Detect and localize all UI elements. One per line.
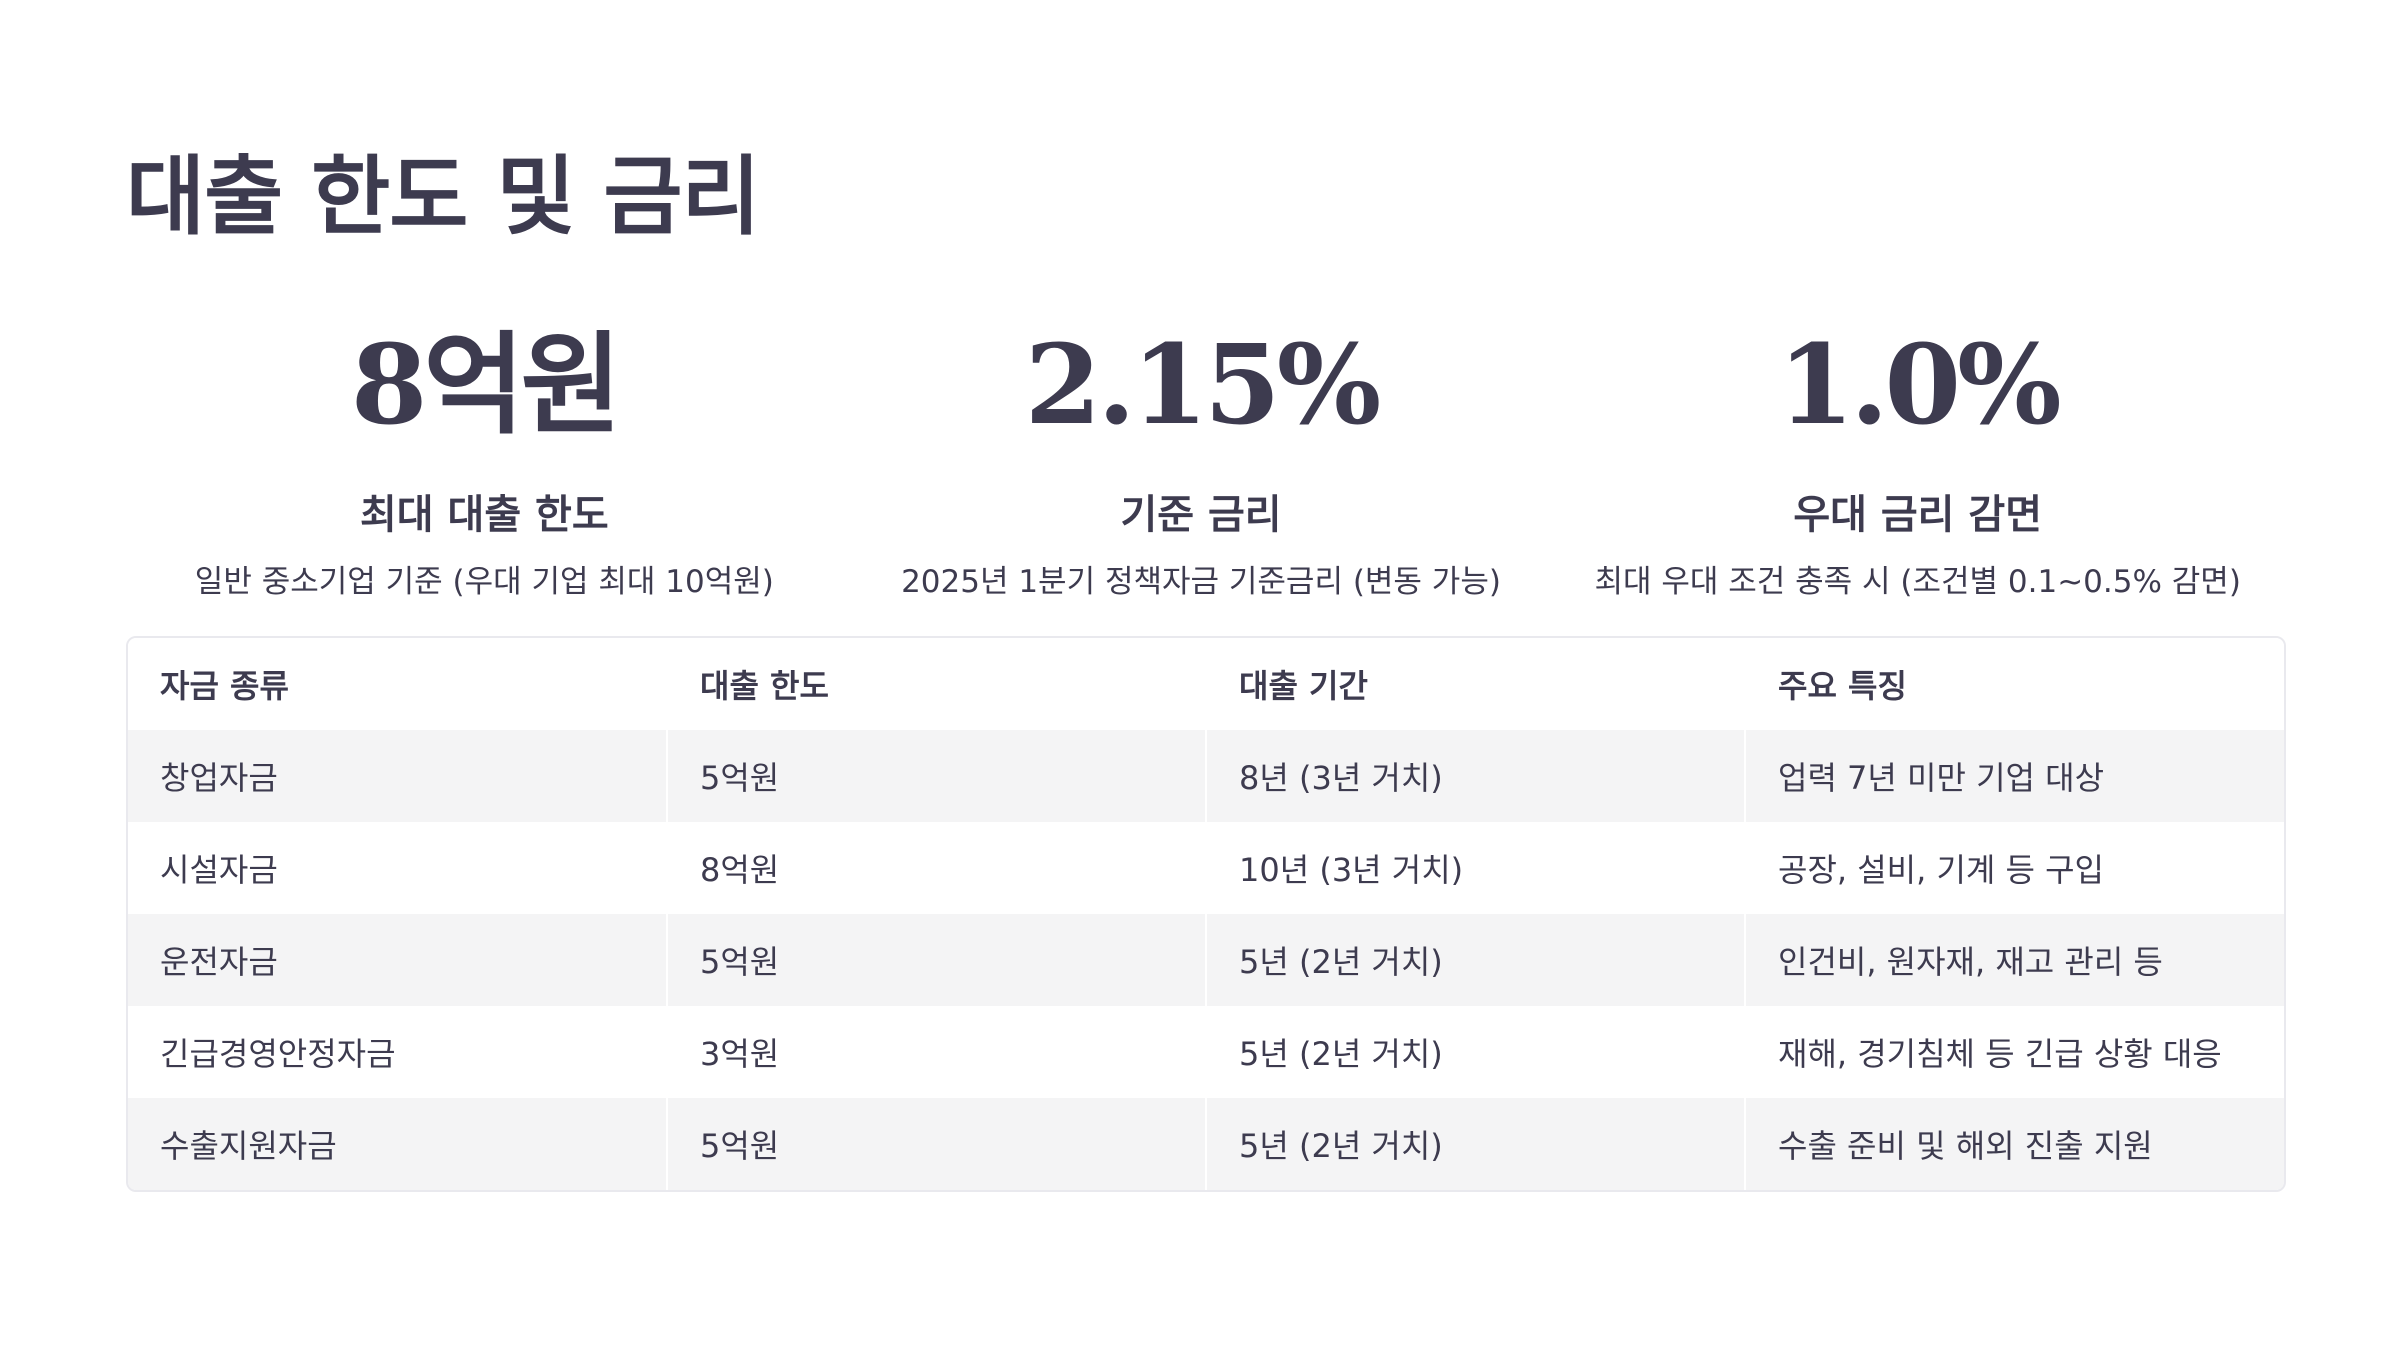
- column-header-fund-type: 자금 종류: [128, 638, 667, 730]
- table-cell: 8억원: [666, 822, 1206, 914]
- stat-label: 최대 대출 한도: [360, 492, 609, 538]
- table-cell: 업력 7년 미만 기업 대상: [1744, 730, 2284, 822]
- table-row: 운전자금 5억원 5년 (2년 거치) 인건비, 원자재, 재고 관리 등: [128, 914, 2284, 1006]
- table-cell: 3억원: [666, 1006, 1206, 1098]
- column-header-loan-period: 대출 기간: [1205, 638, 1745, 730]
- stat-label: 기준 금리: [1120, 492, 1282, 538]
- column-header-loan-limit: 대출 한도: [666, 638, 1206, 730]
- stats-section: 8억원 최대 대출 한도 일반 중소기업 기준 (우대 기업 최대 10억원) …: [126, 320, 2276, 602]
- table-cell: 5년 (2년 거치): [1205, 914, 1745, 1006]
- column-header-key-features: 주요 특징: [1744, 638, 2284, 730]
- loan-table-container: 자금 종류 대출 한도 대출 기간 주요 특징 창업자금 5억원 8년 (3년 …: [126, 636, 2286, 1192]
- table-cell: 공장, 설비, 기계 등 구입: [1744, 822, 2284, 914]
- table-row: 창업자금 5억원 8년 (3년 거치) 업력 7년 미만 기업 대상: [128, 730, 2284, 822]
- stat-max-loan-limit: 8억원 최대 대출 한도 일반 중소기업 기준 (우대 기업 최대 10억원): [126, 320, 843, 602]
- table-cell: 수출지원자금: [128, 1098, 667, 1190]
- stat-description: 일반 중소기업 기준 (우대 기업 최대 10억원): [194, 564, 774, 600]
- table-cell: 8년 (3년 거치): [1205, 730, 1745, 822]
- table-cell: 창업자금: [128, 730, 667, 822]
- stat-value: 8억원: [350, 320, 622, 449]
- table-cell: 5억원: [666, 1098, 1206, 1190]
- stat-preferential-rate-reduction: 1.0% 우대 금리 감면 최대 우대 조건 충족 시 (조건별 0.1~0.5…: [1559, 320, 2276, 602]
- table-row: 긴급경영안정자금 3억원 5년 (2년 거치) 재해, 경기침체 등 긴급 상황…: [128, 1006, 2284, 1098]
- table-cell: 인건비, 원자재, 재고 관리 등: [1744, 914, 2284, 1006]
- table-cell: 5년 (2년 거치): [1205, 1006, 1745, 1098]
- table-header-row: 자금 종류 대출 한도 대출 기간 주요 특징: [128, 638, 2284, 730]
- table-cell: 운전자금: [128, 914, 667, 1006]
- loan-table: 자금 종류 대출 한도 대출 기간 주요 특징 창업자금 5억원 8년 (3년 …: [128, 638, 2284, 1190]
- table-cell: 시설자금: [128, 822, 667, 914]
- table-cell: 5억원: [666, 730, 1206, 822]
- stat-description: 2025년 1분기 정책자금 기준금리 (변동 가능): [901, 564, 1501, 600]
- table-cell: 10년 (3년 거치): [1205, 822, 1745, 914]
- stat-base-rate: 2.15% 기준 금리 2025년 1분기 정책자금 기준금리 (변동 가능): [843, 320, 1560, 602]
- table-cell: 재해, 경기침체 등 긴급 상황 대응: [1744, 1006, 2284, 1098]
- page-title: 대출 한도 및 금리: [126, 147, 761, 247]
- table-cell: 5억원: [666, 914, 1206, 1006]
- table-cell: 긴급경영안정자금: [128, 1006, 667, 1098]
- table-cell: 수출 준비 및 해외 진출 지원: [1744, 1098, 2284, 1190]
- table-row: 시설자금 8억원 10년 (3년 거치) 공장, 설비, 기계 등 구입: [128, 822, 2284, 914]
- table-row: 수출지원자금 5억원 5년 (2년 거치) 수출 준비 및 해외 진출 지원: [128, 1098, 2284, 1190]
- stat-value: 2.15%: [1024, 320, 1381, 449]
- table-cell: 5년 (2년 거치): [1205, 1098, 1745, 1190]
- stat-label: 우대 금리 감면: [1793, 492, 2042, 538]
- stat-description: 최대 우대 조건 충족 시 (조건별 0.1~0.5% 감면): [1594, 564, 2241, 600]
- stat-value: 1.0%: [1777, 320, 2062, 449]
